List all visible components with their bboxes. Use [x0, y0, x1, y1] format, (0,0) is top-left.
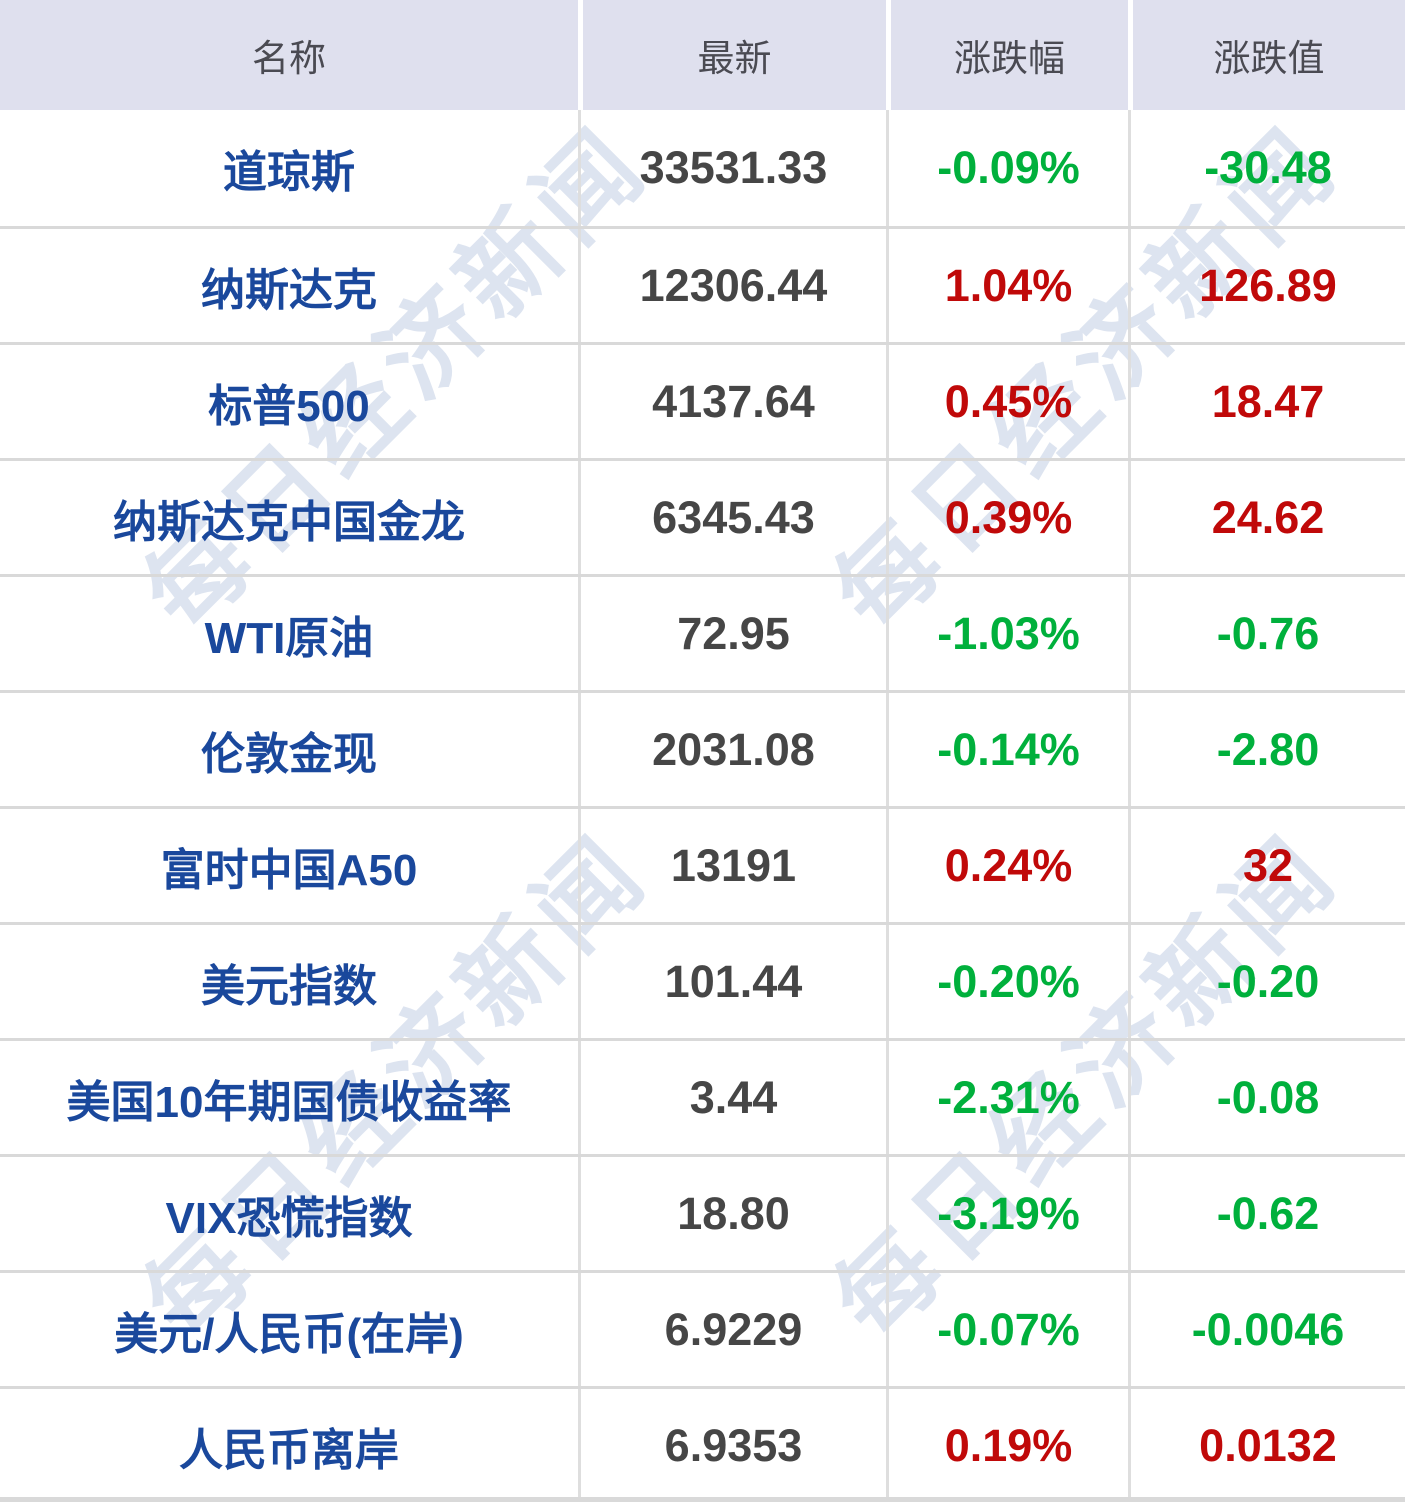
pct-cell: -0.14%	[886, 693, 1128, 806]
name-cell: 美国10年期国债收益率	[66, 1077, 512, 1127]
chg-cell: -0.76	[1128, 577, 1405, 690]
table-body: 道琼斯 33531.33 -0.09% -30.48 纳斯达克 12306.44…	[0, 110, 1405, 1497]
pct-cell: 1.04%	[886, 229, 1128, 342]
chg-cell: -0.0046	[1128, 1273, 1405, 1386]
chg-cell: 24.62	[1128, 461, 1405, 574]
name-cell: 美元/人民币(在岸)	[114, 1309, 464, 1359]
header-latest: 最新	[578, 0, 886, 110]
pct-cell: -0.20%	[886, 925, 1128, 1038]
last-cell: 3.44	[578, 1041, 886, 1154]
name-cell: 美元指数	[201, 961, 377, 1011]
name-cell: 纳斯达克	[201, 265, 377, 315]
chg-cell: 0.0132	[1128, 1389, 1405, 1497]
table-row: VIX恐慌指数 18.80 -3.19% -0.62	[0, 1154, 1405, 1270]
name-cell: 纳斯达克中国金龙	[113, 497, 465, 547]
table-row: 美元/人民币(在岸) 6.9229 -0.07% -0.0046	[0, 1270, 1405, 1386]
name-cell: 人民币离岸	[179, 1425, 399, 1475]
table-row: 伦敦金现 2031.08 -0.14% -2.80	[0, 690, 1405, 806]
pct-cell: 0.45%	[886, 345, 1128, 458]
table-row: 美国10年期国债收益率 3.44 -2.31% -0.08	[0, 1038, 1405, 1154]
table-row: 道琼斯 33531.33 -0.09% -30.48	[0, 110, 1405, 226]
chg-cell: -2.80	[1128, 693, 1405, 806]
table-row: 标普500 4137.64 0.45% 18.47	[0, 342, 1405, 458]
table-row: 富时中国A50 13191 0.24% 32	[0, 806, 1405, 922]
chg-cell: 18.47	[1128, 345, 1405, 458]
last-cell: 72.95	[578, 577, 886, 690]
last-cell: 4137.64	[578, 345, 886, 458]
name-cell: 道琼斯	[223, 148, 355, 197]
last-cell: 101.44	[578, 925, 886, 1038]
name-cell: 富时中国A50	[160, 845, 418, 895]
last-cell: 12306.44	[578, 229, 886, 342]
pct-cell: -2.31%	[886, 1041, 1128, 1154]
table-row: 美元指数 101.44 -0.20% -0.20	[0, 922, 1405, 1038]
table-header-row: 名称 最新 涨跌幅 涨跌值	[0, 0, 1405, 110]
last-cell: 6345.43	[578, 461, 886, 574]
last-cell: 18.80	[578, 1157, 886, 1270]
chg-cell: -0.20	[1128, 925, 1405, 1038]
pct-cell: 0.19%	[886, 1389, 1128, 1497]
table-row: 人民币离岸 6.9353 0.19% 0.0132	[0, 1386, 1405, 1497]
name-cell: 标普500	[208, 381, 370, 431]
name-cell: 伦敦金现	[201, 729, 377, 779]
chg-cell: 126.89	[1128, 229, 1405, 342]
pct-cell: -0.09%	[886, 110, 1128, 226]
last-cell: 6.9353	[578, 1389, 886, 1497]
chg-cell: -30.48	[1128, 110, 1405, 226]
name-cell: WTI原油	[204, 613, 374, 663]
header-name: 名称	[252, 38, 326, 79]
last-cell: 13191	[578, 809, 886, 922]
pct-cell: -0.07%	[886, 1273, 1128, 1386]
last-cell: 2031.08	[578, 693, 886, 806]
pct-cell: -3.19%	[886, 1157, 1128, 1270]
chg-cell: -0.62	[1128, 1157, 1405, 1270]
table-row: 纳斯达克 12306.44 1.04% 126.89	[0, 226, 1405, 342]
table-row: 纳斯达克中国金龙 6345.43 0.39% 24.62	[0, 458, 1405, 574]
pct-cell: 0.24%	[886, 809, 1128, 922]
table-row: WTI原油 72.95 -1.03% -0.76	[0, 574, 1405, 690]
chg-cell: 32	[1128, 809, 1405, 922]
pct-cell: 0.39%	[886, 461, 1128, 574]
name-cell: VIX恐慌指数	[165, 1193, 413, 1243]
last-cell: 33531.33	[578, 110, 886, 226]
pct-cell: -1.03%	[886, 577, 1128, 690]
last-cell: 6.9229	[578, 1273, 886, 1386]
header-change-percent: 涨跌幅	[886, 0, 1128, 110]
header-change-value: 涨跌值	[1128, 0, 1405, 110]
chg-cell: -0.08	[1128, 1041, 1405, 1154]
